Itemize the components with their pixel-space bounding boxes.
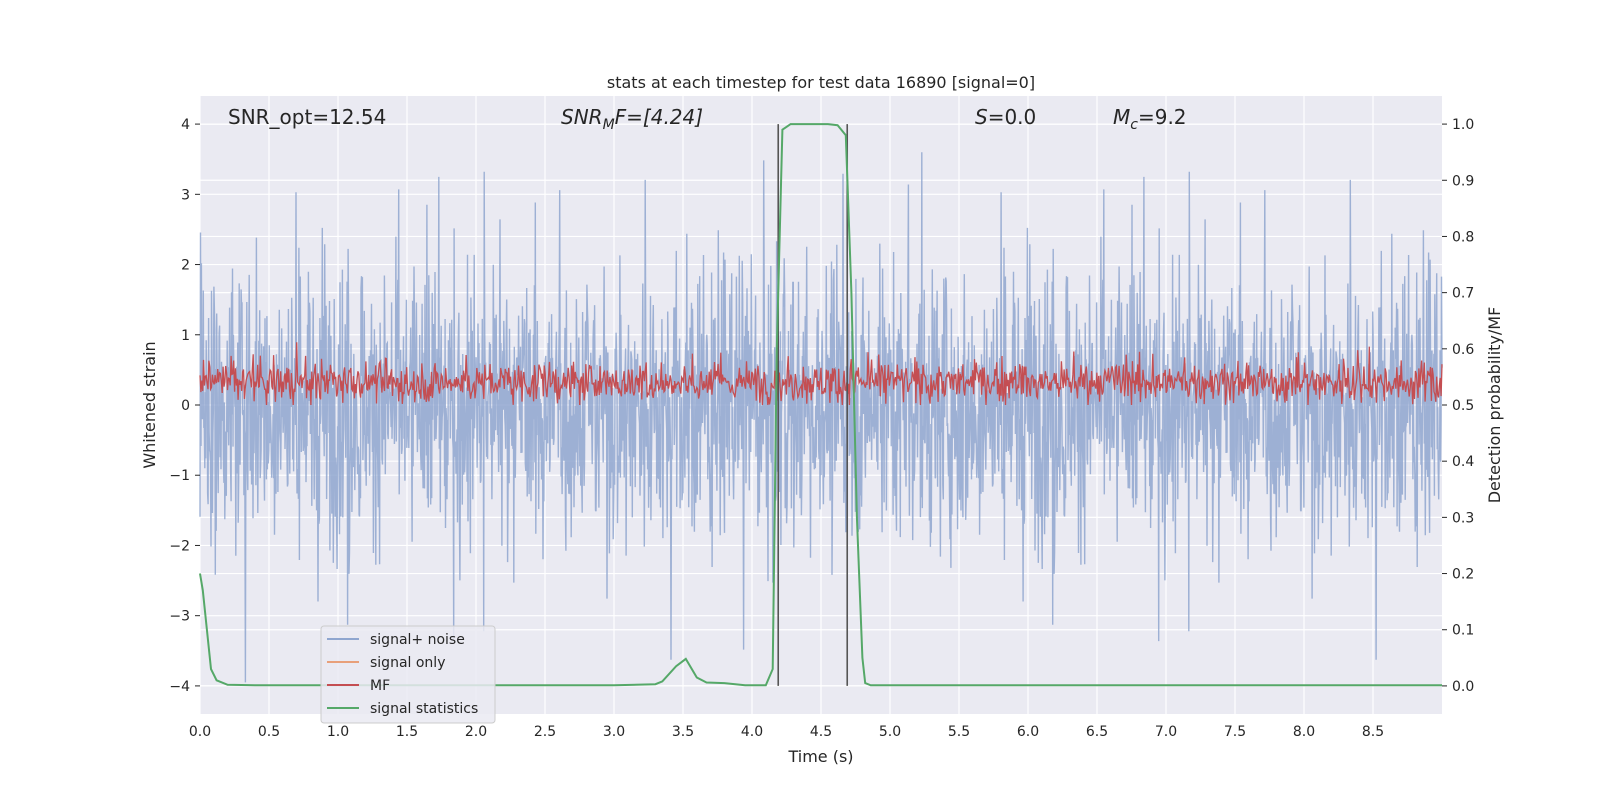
annotation-snr-mf-sub: M — [603, 117, 615, 133]
signal-statistics-series — [199, 123, 1442, 687]
legend-label-mf: MF — [370, 678, 390, 694]
x-tick-label: 2.5 — [534, 724, 556, 740]
annotation-s-tail: =0.0 — [988, 105, 1037, 129]
x-tick-label: 8.5 — [1362, 724, 1384, 740]
y-left-tick-label: −4 — [169, 679, 190, 695]
y-right-tick-label: 0.1 — [1452, 623, 1474, 639]
chart-title: stats at each timestep for test data 168… — [607, 73, 1035, 92]
legend-label-signal-noise: signal+ noise — [370, 632, 465, 648]
x-tick-label: 0.5 — [258, 724, 280, 740]
x-tick-label: 3.5 — [672, 724, 694, 740]
x-tick-label: 5.5 — [948, 724, 970, 740]
annotation-snr-mf: SNRMF=[4.24] — [561, 105, 703, 133]
mf-line — [199, 342, 1443, 406]
y-left-axis-ticks: 4 3 2 1 0 −1 −2 −3 −4 — [169, 117, 200, 695]
y-right-axis-ticks: 1.0 0.9 0.8 0.7 0.6 0.5 0.4 0.3 0.2 0.1 0.0 — [1442, 117, 1474, 695]
x-axis-ticks: 0.0 0.5 1.0 1.5 2.0 2.5 3.0 3.5 4.0 4.5 5.0 5.5 6.0 6… — [189, 724, 1384, 740]
x-tick-label: 5.0 — [879, 724, 901, 740]
x-tick-label: 4.5 — [810, 724, 832, 740]
y-right-tick-label: 0.7 — [1452, 286, 1474, 302]
signal-noise-series — [199, 152, 1443, 683]
y-left-tick-label: −2 — [169, 538, 190, 554]
x-tick-label: 6.0 — [1017, 724, 1039, 740]
x-tick-label: 0.0 — [189, 724, 211, 740]
y-left-tick-label: 2 — [181, 258, 190, 274]
x-tick-label: 8.0 — [1293, 724, 1315, 740]
y-right-tick-label: 1.0 — [1452, 117, 1474, 133]
annotation-s: S=0.0 — [975, 105, 1036, 129]
mf-series — [199, 342, 1443, 406]
legend-label-signal-statistics: signal statistics — [370, 701, 478, 717]
legend-box — [320, 625, 496, 724]
legend-label-signal-only: signal only — [370, 655, 445, 671]
vertical-markers — [777, 124, 849, 686]
annotation-mc-main: M — [1113, 105, 1130, 129]
annotation-snr-opt: SNR_opt=12.54 — [228, 105, 386, 129]
x-tick-label: 7.0 — [1155, 724, 1177, 740]
y-right-axis-label: Detection probability/MF — [1485, 307, 1504, 504]
y-right-tick-label: 0.8 — [1452, 229, 1474, 245]
annotation-mc-tail: =9.2 — [1138, 105, 1187, 129]
y-right-tick-label: 0.4 — [1452, 454, 1474, 470]
y-right-tick-label: 0.9 — [1452, 173, 1474, 189]
y-left-tick-label: 4 — [181, 117, 190, 133]
y-left-tick-label: 3 — [181, 187, 190, 203]
x-tick-label: 3.0 — [603, 724, 625, 740]
y-right-tick-label: 0.5 — [1452, 398, 1474, 414]
annotation-snr-mf-main: SNR — [561, 105, 603, 129]
signal-statistics-line — [199, 123, 1442, 687]
y-right-tick-label: 0.3 — [1452, 510, 1474, 526]
y-right-tick-label: 0.2 — [1452, 567, 1474, 583]
x-axis-label: Time (s) — [787, 747, 853, 766]
y-left-tick-label: −1 — [169, 468, 190, 484]
y-right-tick-label: 0.0 — [1452, 679, 1474, 695]
y-right-tick-label: 0.6 — [1452, 342, 1474, 358]
y-left-tick-label: 1 — [181, 328, 190, 344]
x-tick-label: 6.5 — [1086, 724, 1108, 740]
x-tick-label: 7.5 — [1224, 724, 1246, 740]
x-tick-label: 1.5 — [396, 724, 418, 740]
annotation-mc: Mc=9.2 — [1113, 105, 1187, 133]
annotation-s-main: S — [975, 105, 988, 129]
legend: signal+ noise signal only MF signal stat… — [320, 625, 496, 724]
y-left-tick-label: −3 — [169, 609, 190, 625]
annotation-snr-mf-tail: F=[4.24] — [615, 105, 703, 129]
y-left-axis-label: Whitened strain — [140, 341, 159, 468]
y-left-tick-label: 0 — [181, 398, 190, 414]
x-tick-label: 4.0 — [741, 724, 763, 740]
x-tick-label: 1.0 — [327, 724, 349, 740]
signal-noise-line — [199, 152, 1443, 683]
annotation-mc-sub: c — [1130, 117, 1138, 133]
x-tick-label: 2.0 — [465, 724, 487, 740]
